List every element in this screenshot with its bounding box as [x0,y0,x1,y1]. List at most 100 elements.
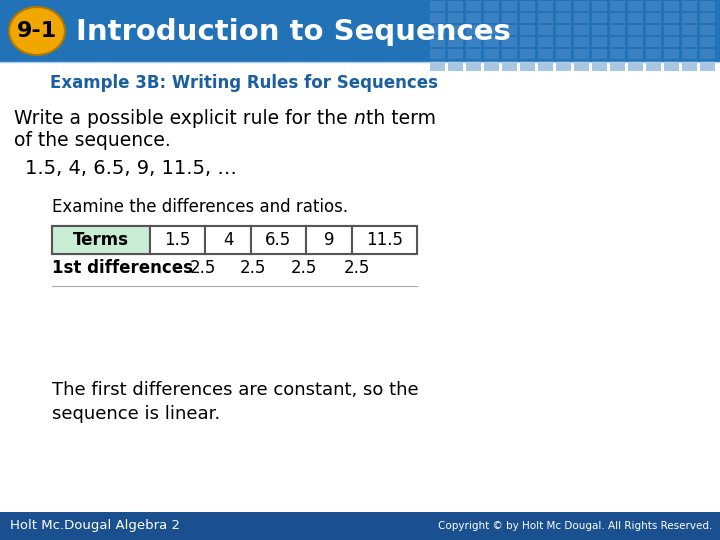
Bar [628,13,643,23]
Bar [556,1,571,11]
Bar [484,61,499,71]
Bar [448,13,463,23]
Bar [430,61,445,71]
Bar [646,61,661,71]
Bar [448,25,463,35]
Bar [682,37,697,47]
Bar [502,13,517,23]
Bar [0,0,720,62]
Bar [592,25,607,35]
Bar [484,13,499,23]
Bar [646,1,661,11]
Bar [628,25,643,35]
Bar [592,49,607,59]
Bar [556,13,571,23]
Bar [556,25,571,35]
Bar [538,37,553,47]
Bar [556,61,571,71]
Bar [574,13,589,23]
Bar [628,61,643,71]
Bar [52,226,150,254]
Bar [484,49,499,59]
Bar [646,13,661,23]
Bar [610,25,625,35]
Ellipse shape [9,7,65,55]
Text: 9-1: 9-1 [17,21,57,41]
Bar [574,37,589,47]
Bar [592,13,607,23]
Bar [520,49,535,59]
Bar [610,37,625,47]
Text: Example 3B: Writing Rules for Sequences: Example 3B: Writing Rules for Sequences [50,74,438,92]
Bar [610,1,625,11]
Bar [448,1,463,11]
Bar [430,1,445,11]
Bar [574,49,589,59]
Bar [466,49,481,59]
Bar [538,49,553,59]
Bar [682,49,697,59]
Bar [430,37,445,47]
Bar [484,25,499,35]
Bar [700,49,715,59]
Text: 4: 4 [222,231,233,249]
Bar [520,61,535,71]
Text: The first differences are constant, so the: The first differences are constant, so t… [52,381,418,399]
Text: 11.5: 11.5 [366,231,403,249]
Bar [664,1,679,11]
Bar [682,13,697,23]
Bar [610,49,625,59]
Bar [592,37,607,47]
Bar [664,25,679,35]
Bar [664,37,679,47]
Bar [610,61,625,71]
Bar [502,49,517,59]
Bar [430,49,445,59]
Text: 2.5: 2.5 [240,259,266,277]
Text: th term: th term [366,109,436,127]
Bar [592,61,607,71]
Bar [574,61,589,71]
Bar [0,512,720,540]
Text: Holt Mc.Dougal Algebra 2: Holt Mc.Dougal Algebra 2 [10,519,180,532]
Bar [574,25,589,35]
Bar [664,49,679,59]
Bar [502,37,517,47]
Bar [430,25,445,35]
Text: 2.5: 2.5 [343,259,370,277]
Bar [646,25,661,35]
Text: 6.5: 6.5 [266,231,292,249]
Bar [538,25,553,35]
Text: 2.5: 2.5 [291,259,317,277]
Bar [628,37,643,47]
Bar [700,1,715,11]
Bar [538,61,553,71]
Text: of the sequence.: of the sequence. [14,131,171,150]
Bar [466,25,481,35]
Text: 9: 9 [324,231,334,249]
Bar [538,1,553,11]
Bar [150,226,205,254]
Bar [700,61,715,71]
Bar [520,25,535,35]
Bar [682,1,697,11]
Bar [502,61,517,71]
Bar [700,37,715,47]
Bar [466,13,481,23]
Bar [574,1,589,11]
Bar [502,25,517,35]
Bar [664,61,679,71]
Bar [466,1,481,11]
Bar [466,37,481,47]
Text: 1.5: 1.5 [164,231,191,249]
Bar [484,37,499,47]
Bar [251,226,306,254]
Bar [646,49,661,59]
Bar [700,25,715,35]
Bar [520,1,535,11]
Bar [448,37,463,47]
Bar [538,13,553,23]
Bar [610,13,625,23]
Bar [664,13,679,23]
Bar [466,61,481,71]
